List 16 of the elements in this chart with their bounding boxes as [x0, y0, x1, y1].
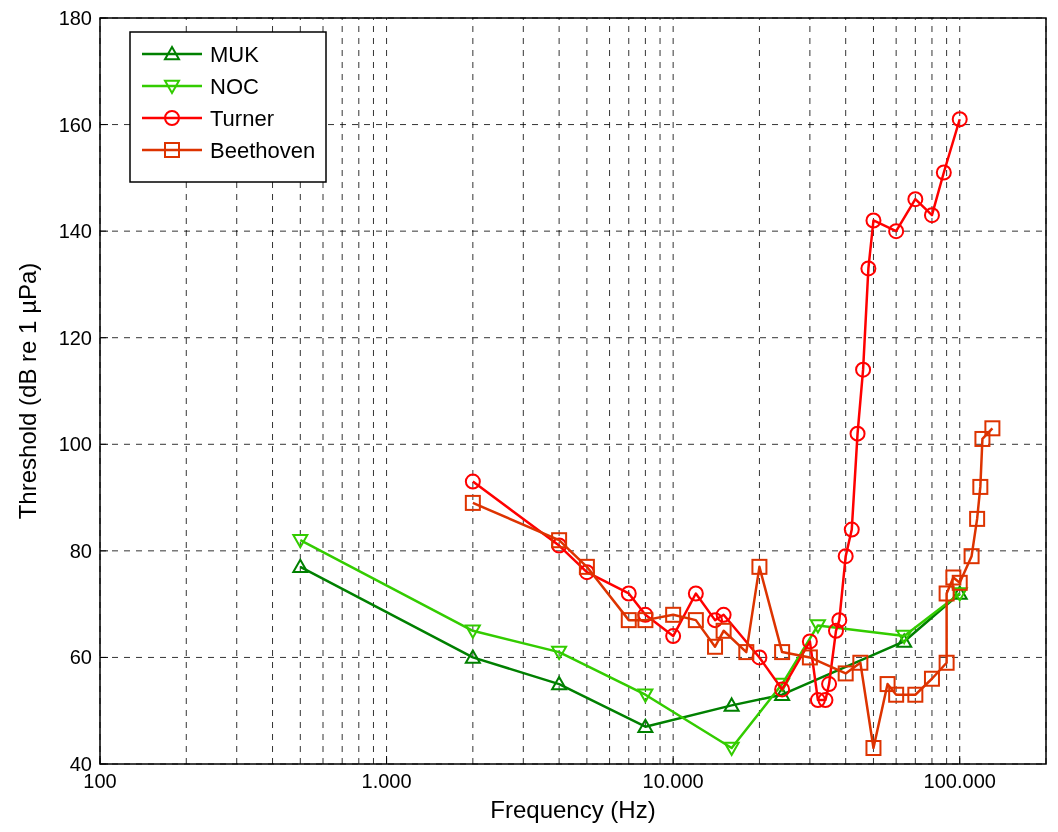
y-tick-label: 60	[69, 646, 92, 669]
y-tick-label: 140	[58, 220, 92, 243]
y-tick-label: 180	[58, 7, 92, 29]
legend-label: NOC	[210, 74, 259, 99]
y-tick-label: 100	[58, 433, 92, 456]
x-tick-label: 100.000	[923, 770, 996, 792]
y-tick-label: 160	[58, 113, 92, 136]
y-tick-label: 80	[69, 539, 92, 562]
legend-label: Turner	[210, 106, 274, 131]
y-axis-title: Threshold (dB re 1 µPa)	[14, 262, 41, 520]
x-axis-title: Frequency (Hz)	[490, 796, 656, 823]
legend-label: MUK	[210, 42, 260, 67]
y-tick-label: 120	[58, 326, 92, 349]
x-tick-label: 1.000	[361, 770, 412, 792]
legend-label: Beethoven	[210, 138, 316, 163]
x-tick-label: 10.000	[642, 770, 704, 792]
